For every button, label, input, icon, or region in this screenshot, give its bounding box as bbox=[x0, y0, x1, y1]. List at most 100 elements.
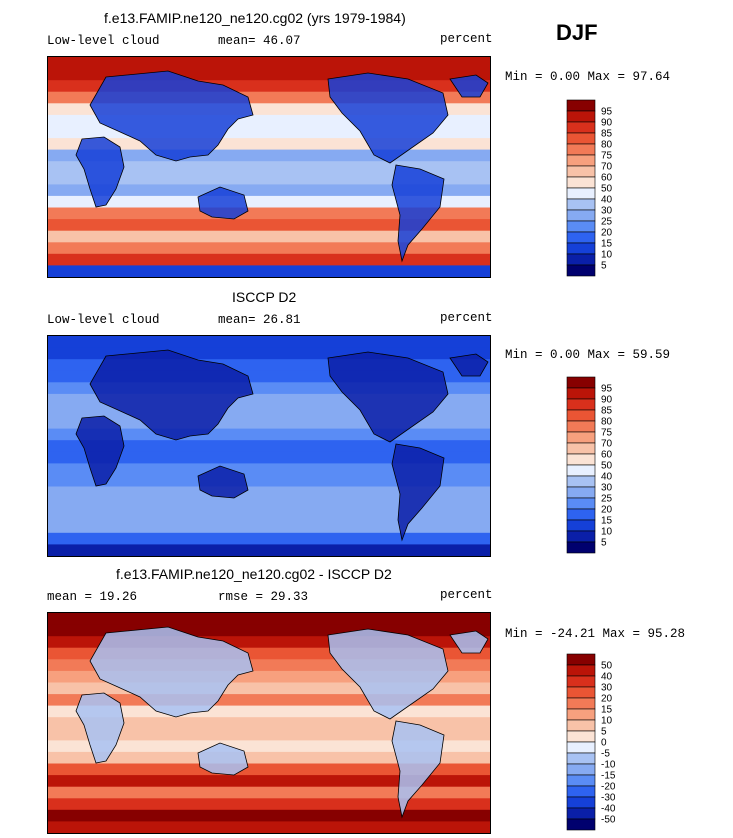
panel-3-title: f.e13.FAMIP.ne120_ne120.cg02 - ISCCP D2 bbox=[116, 566, 392, 582]
panel-1-title: f.e13.FAMIP.ne120_ne120.cg02 (yrs 1979-1… bbox=[104, 10, 406, 26]
colorbar-swatch bbox=[566, 253, 596, 266]
colorbar-tick-label: -40 bbox=[601, 804, 616, 815]
colorbar-tick-label: 10 bbox=[601, 250, 613, 261]
colorbar-swatch bbox=[566, 508, 596, 521]
zonal-band bbox=[48, 230, 490, 244]
panel-3-colorbar: 50 40 30 20 15 10 5 0 -5 -10 -15 -20 -30 -40 -50 bbox=[566, 653, 637, 832]
coastline bbox=[197, 186, 249, 220]
colorbar-swatch bbox=[566, 541, 596, 554]
zonal-band bbox=[48, 242, 490, 255]
panel-1-mean-label: mean= 46.07 bbox=[218, 34, 301, 48]
colorbar-swatch bbox=[566, 387, 596, 400]
colorbar-tick-label: -5 bbox=[601, 749, 610, 760]
colorbar-swatch bbox=[566, 730, 596, 743]
season-label: DJF bbox=[556, 20, 598, 45]
coastline bbox=[89, 349, 254, 441]
colorbar-swatch bbox=[566, 231, 596, 244]
panel-2-mean-label: mean= 26.81 bbox=[218, 313, 301, 327]
zonal-band bbox=[48, 463, 490, 476]
coastline bbox=[449, 630, 489, 654]
colorbar-swatch bbox=[566, 143, 596, 156]
colorbar-swatch bbox=[566, 242, 596, 255]
colorbar-tick-label: 10 bbox=[601, 716, 613, 727]
zonal-band bbox=[48, 775, 490, 788]
coastline bbox=[75, 692, 125, 764]
colorbar-tick-label: 90 bbox=[601, 395, 613, 406]
coastline bbox=[327, 351, 449, 443]
colorbar-swatch bbox=[566, 165, 596, 178]
panel-3-rmse-label: rmse = 29.33 bbox=[218, 590, 309, 604]
coastline bbox=[89, 626, 254, 718]
colorbar-swatch bbox=[566, 99, 596, 112]
panel-2-minmax: Min = 0.00 Max = 59.59 bbox=[505, 348, 671, 362]
zonal-band bbox=[48, 486, 490, 500]
colorbar-swatch bbox=[566, 497, 596, 510]
colorbar-swatch bbox=[566, 719, 596, 732]
zonal-band bbox=[48, 474, 490, 488]
colorbar-swatch bbox=[566, 409, 596, 422]
colorbar-tick-label: 60 bbox=[601, 450, 613, 461]
colorbar-tick-label: 15 bbox=[601, 239, 613, 250]
colorbar-tick-label: 30 bbox=[601, 683, 613, 694]
zonal-band bbox=[48, 751, 490, 765]
coastline bbox=[327, 72, 449, 164]
colorbar-swatch bbox=[566, 785, 596, 798]
colorbar-swatch bbox=[566, 398, 596, 411]
colorbar-swatch bbox=[566, 741, 596, 754]
panel-2-units-label: percent bbox=[440, 311, 493, 325]
colorbar-tick-label: 25 bbox=[601, 217, 613, 228]
colorbar-swatch bbox=[566, 686, 596, 699]
colorbar-swatch bbox=[566, 807, 596, 820]
colorbar-tick-label: 50 bbox=[601, 184, 613, 195]
colorbar-tick-label: 5 bbox=[601, 727, 607, 738]
zonal-band bbox=[48, 265, 490, 277]
colorbar-tick-label: -30 bbox=[601, 793, 616, 804]
panel-3-units-label: percent bbox=[440, 588, 493, 602]
zonal-band bbox=[48, 336, 490, 349]
colorbar-swatch bbox=[566, 154, 596, 167]
colorbar-tick-label: 70 bbox=[601, 162, 613, 173]
panel-1-units-label: percent bbox=[440, 32, 493, 46]
colorbar-swatch bbox=[566, 264, 596, 277]
colorbar-swatch bbox=[566, 818, 596, 831]
coastline bbox=[449, 74, 489, 98]
colorbar-tick-label: 50 bbox=[601, 461, 613, 472]
colorbar-tick-label: -10 bbox=[601, 760, 616, 771]
colorbar-tick-label: 75 bbox=[601, 151, 613, 162]
colorbar-tick-label: 5 bbox=[601, 261, 607, 272]
colorbar-tick-label: -20 bbox=[601, 782, 616, 793]
colorbar-swatch bbox=[566, 420, 596, 433]
colorbar-swatch bbox=[566, 376, 596, 389]
colorbar-tick-label: 10 bbox=[601, 527, 613, 538]
colorbar-swatch bbox=[566, 763, 596, 776]
zonal-band bbox=[48, 613, 490, 626]
coastline bbox=[391, 443, 445, 542]
colorbar-tick-label: 20 bbox=[601, 505, 613, 516]
coastline bbox=[391, 164, 445, 263]
zonal-band bbox=[48, 544, 490, 556]
zonal-band bbox=[48, 763, 490, 777]
map-svg bbox=[48, 57, 490, 277]
zonal-band bbox=[48, 161, 490, 174]
colorbar-swatch bbox=[566, 121, 596, 134]
colorbar-tick-label: 40 bbox=[601, 672, 613, 683]
colorbar-tick-label: 85 bbox=[601, 406, 613, 417]
zonal-band bbox=[48, 57, 490, 70]
coastline bbox=[75, 415, 125, 487]
colorbar-swatch bbox=[566, 132, 596, 145]
panel-3-map bbox=[47, 612, 491, 834]
colorbar-tick-label: 95 bbox=[601, 384, 613, 395]
panel-2-left-label: Low-level cloud bbox=[47, 313, 160, 327]
coastline bbox=[89, 70, 254, 162]
coastline bbox=[75, 136, 125, 208]
zonal-band bbox=[48, 219, 490, 232]
colorbar-tick-label: 30 bbox=[601, 483, 613, 494]
colorbar-tick-label: 20 bbox=[601, 228, 613, 239]
panel-2-colorbar: 95 90 85 80 75 70 60 50 40 30 25 20 15 10 5 bbox=[566, 376, 637, 555]
coastline bbox=[197, 465, 249, 499]
colorbar-tick-label: 90 bbox=[601, 118, 613, 129]
colorbar-tick-label: 70 bbox=[601, 439, 613, 450]
colorbar-swatch bbox=[566, 653, 596, 666]
